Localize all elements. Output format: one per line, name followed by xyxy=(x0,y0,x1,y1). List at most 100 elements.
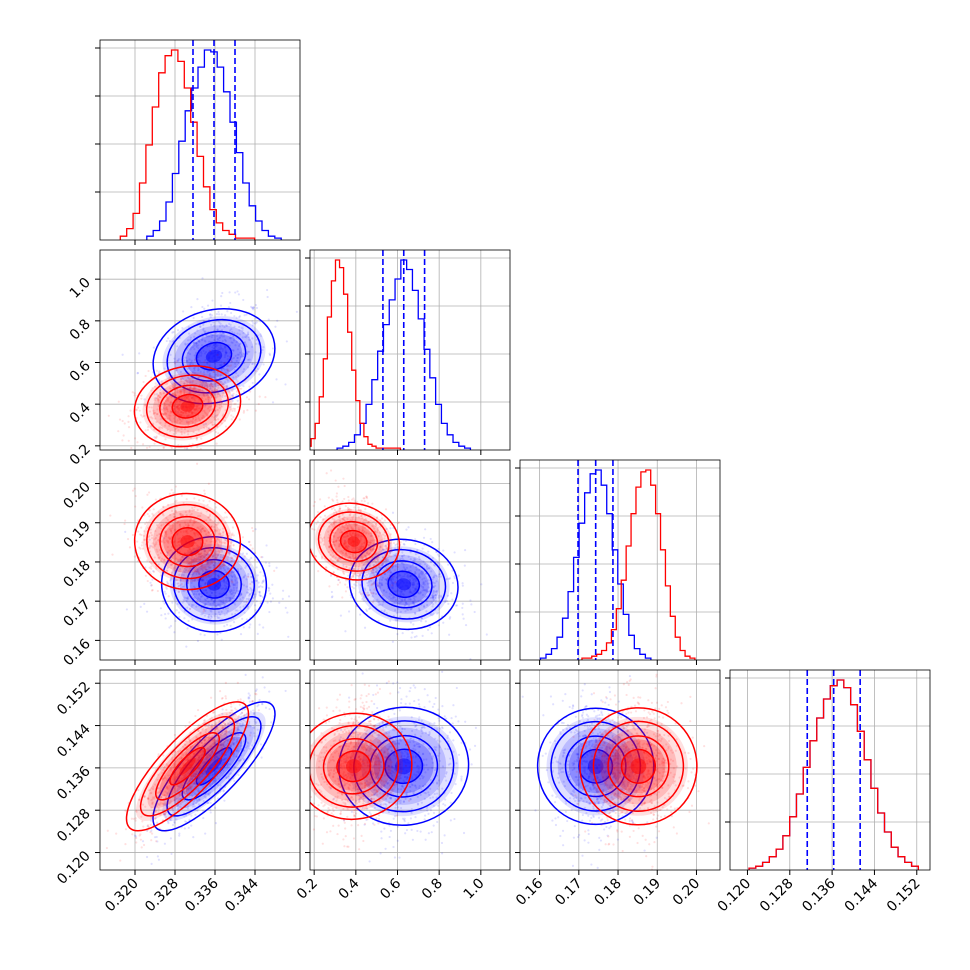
scatter-point xyxy=(227,580,231,583)
scatter-point xyxy=(359,509,362,512)
scatter-point xyxy=(250,575,253,578)
scatter-point xyxy=(126,537,130,541)
scatter-point xyxy=(218,592,221,595)
scatter-point xyxy=(351,545,355,548)
scatter-point xyxy=(178,418,182,421)
scatter-point xyxy=(220,360,223,363)
scatter-point xyxy=(199,447,202,450)
scatter-point xyxy=(245,564,248,568)
scatter-point xyxy=(210,421,213,424)
scatter-point xyxy=(212,563,215,567)
scatter-point xyxy=(247,336,250,339)
scatter-point xyxy=(152,570,155,573)
scatter-point xyxy=(375,523,378,526)
scatter-point xyxy=(409,580,412,583)
scatter-point xyxy=(183,827,186,830)
scatter-point xyxy=(208,364,211,368)
scatter-point xyxy=(208,405,211,409)
scatter-point xyxy=(219,605,222,608)
scatter-point xyxy=(453,577,456,580)
scatter-point xyxy=(353,567,356,571)
scatter-point xyxy=(186,597,190,601)
scatter-point xyxy=(177,444,180,447)
scatter-point xyxy=(148,560,151,564)
scatter-point xyxy=(216,348,219,351)
scatter-point xyxy=(177,428,180,432)
scatter-point xyxy=(170,393,173,397)
scatter-point xyxy=(424,620,427,623)
scatter-point xyxy=(242,626,245,629)
scatter-point xyxy=(382,601,385,604)
scatter-point xyxy=(220,313,223,316)
scatter-point xyxy=(154,437,157,440)
scatter-point xyxy=(187,787,190,790)
scatter-point xyxy=(209,614,213,618)
scatter-point xyxy=(367,580,371,583)
scatter-point xyxy=(207,427,211,430)
scatter-point xyxy=(217,544,220,547)
scatter-point xyxy=(183,521,187,524)
scatter-point xyxy=(244,603,247,606)
scatter-point xyxy=(354,547,357,550)
scatter-point xyxy=(221,405,224,408)
scatter-point xyxy=(188,392,191,395)
scatter-point xyxy=(179,370,182,374)
scatter-point xyxy=(161,426,164,430)
scatter-point xyxy=(162,537,166,540)
scatter-point xyxy=(457,574,460,577)
scatter-point xyxy=(223,613,226,616)
scatter-point xyxy=(250,305,253,308)
histogram-series-1 xyxy=(748,679,920,870)
scatter-point xyxy=(345,544,348,547)
scatter-point xyxy=(167,539,170,543)
scatter-point xyxy=(242,605,245,608)
scatter-point xyxy=(208,313,212,316)
scatter-point xyxy=(237,344,241,348)
scatter-point xyxy=(229,334,232,337)
scatter-point xyxy=(204,398,207,401)
scatter-point xyxy=(210,598,213,602)
density-level xyxy=(368,554,440,614)
scatter-point xyxy=(157,394,160,397)
scatter-point xyxy=(215,442,218,445)
scatter-point xyxy=(168,513,172,517)
scatter-point xyxy=(258,590,261,593)
scatter-point xyxy=(346,546,349,549)
scatter-point xyxy=(220,601,223,604)
scatter-point xyxy=(206,503,209,507)
scatter-point xyxy=(214,530,217,533)
scatter-point xyxy=(243,335,247,339)
scatter-point xyxy=(374,522,377,525)
scatter-point xyxy=(197,547,200,550)
scatter-point xyxy=(480,583,483,586)
scatter-point xyxy=(198,572,201,575)
scatter-point xyxy=(199,537,202,540)
scatter-point xyxy=(425,590,429,593)
scatter-point xyxy=(370,534,373,537)
scatter-point xyxy=(216,373,219,376)
scatter-point xyxy=(194,389,197,393)
scatter-point xyxy=(193,571,196,574)
scatter-point xyxy=(201,527,205,530)
scatter-point xyxy=(191,573,194,576)
scatter-point xyxy=(262,596,265,599)
scatter-point xyxy=(235,372,238,375)
scatter-point xyxy=(214,546,218,550)
scatter-point xyxy=(221,527,225,530)
scatter-point xyxy=(201,772,205,775)
scatter-point xyxy=(233,765,236,769)
scatter-point xyxy=(397,572,400,576)
scatter-point xyxy=(232,337,236,340)
scatter-point xyxy=(348,537,351,541)
scatter-point xyxy=(356,568,360,571)
scatter-point xyxy=(199,538,202,541)
scatter-point xyxy=(189,567,192,570)
scatter-point xyxy=(212,779,215,782)
scatter-point xyxy=(201,554,204,557)
scatter-point xyxy=(244,343,248,346)
scatter-point xyxy=(405,528,408,531)
scatter-point xyxy=(350,545,353,548)
scatter-point xyxy=(172,569,176,572)
scatter-point xyxy=(178,573,181,576)
contour-line xyxy=(152,308,276,405)
